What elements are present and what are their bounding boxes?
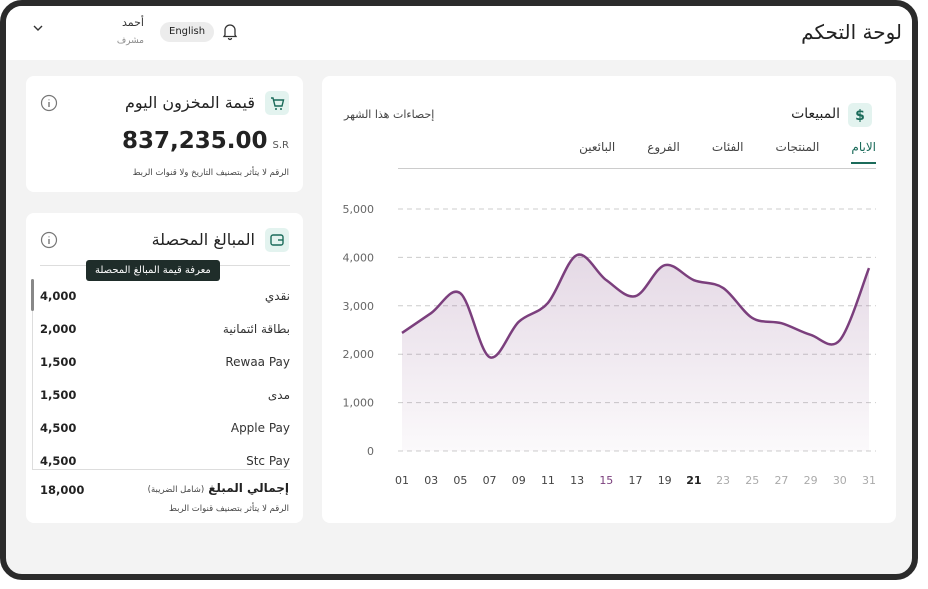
x-tick-label: 23 xyxy=(716,474,730,487)
row-amount: 2,000 xyxy=(40,321,77,336)
scroll-thumb[interactable] xyxy=(31,279,34,311)
inventory-value-row: 837,235.00 S.R xyxy=(122,128,289,154)
row-label: Stc Pay xyxy=(246,453,290,468)
collected-row: 2,000 بطاقة ائتمانية xyxy=(40,312,290,345)
total-amount: 18,000 xyxy=(40,483,85,497)
sales-title: المبيعات xyxy=(791,106,840,122)
row-label: Rewaa Pay xyxy=(225,354,290,369)
tabs: الايام المنتجات الفئات الفروع البائعين xyxy=(579,140,876,164)
wallet-icon xyxy=(265,228,289,252)
x-tick-label: 31 xyxy=(862,474,876,487)
inventory-card: قيمة المخزون اليوم 837,235.00 S.R الرقم … xyxy=(26,76,303,192)
notification-bell[interactable] xyxy=(220,21,240,41)
collected-row: 1,500 مدى xyxy=(40,378,290,411)
y-tick-label: 1,000 xyxy=(343,397,375,410)
collected-title: المبالغ المحصلة xyxy=(151,230,255,249)
inventory-title: قيمة المخزون اليوم xyxy=(125,93,255,112)
tabs-underline xyxy=(398,168,876,169)
collected-row: 4,500 Apple Pay xyxy=(40,411,290,444)
row-amount: 4,000 xyxy=(40,288,77,303)
tab[interactable]: الفروع xyxy=(647,140,680,154)
row-amount: 1,500 xyxy=(40,387,77,402)
collected-note: الرقم لا يتأثر بتصنيف قنوات الربط xyxy=(169,504,289,514)
info-icon[interactable] xyxy=(40,231,58,249)
y-tick-label: 4,000 xyxy=(343,251,375,264)
sales-subtitle: إحصاءات هذا الشهر xyxy=(344,108,435,121)
row-label: نقدي xyxy=(264,288,290,303)
x-tick-label: 17 xyxy=(629,474,643,487)
x-tick-label: 13 xyxy=(570,474,584,487)
x-tick-label: 19 xyxy=(658,474,672,487)
x-tick-label: 03 xyxy=(424,474,438,487)
page-title: لوحة التحكم xyxy=(801,20,902,44)
tab[interactable]: الايام xyxy=(851,140,876,164)
row-label: مدى xyxy=(267,387,290,402)
x-tick-label: 15 xyxy=(599,474,613,487)
x-tick-label: 07 xyxy=(483,474,497,487)
x-tick-label: 30 xyxy=(833,474,847,487)
collected-rows: 4,000 نقدي 2,000 بطاقة ائتمانية 1,500 Rewaa P… xyxy=(40,279,290,477)
total-label-row: إجمالي المبلغ (شامل الضريبة) xyxy=(148,481,289,495)
svg-text:$: $ xyxy=(855,108,865,124)
inventory-value: 837,235.00 xyxy=(122,128,268,154)
total-label: إجمالي المبلغ xyxy=(208,481,289,495)
y-tick-label: 5,000 xyxy=(343,203,375,216)
y-tick-label: 0 xyxy=(367,445,374,458)
user-name: أحمد xyxy=(122,16,144,29)
language-button[interactable]: English xyxy=(160,22,215,42)
area xyxy=(402,254,869,451)
collected-row: 4,000 نقدي xyxy=(40,279,290,312)
tab[interactable]: البائعين xyxy=(579,140,616,154)
x-tick-label: 09 xyxy=(512,474,526,487)
x-tick-label: 29 xyxy=(804,474,818,487)
user-menu-chevron[interactable] xyxy=(32,22,44,34)
x-tick-label: 11 xyxy=(541,474,555,487)
inventory-note: الرقم لا يتأثر بتصنيف التاريخ ولا قنوات … xyxy=(132,168,289,178)
row-amount: 1,500 xyxy=(40,354,77,369)
row-amount: 4,500 xyxy=(40,453,77,468)
x-tick-label: 01 xyxy=(395,474,409,487)
inventory-currency: S.R xyxy=(272,140,289,151)
x-tick-label: 21 xyxy=(686,474,701,487)
row-amount: 4,500 xyxy=(40,420,77,435)
top-bar: لوحة التحكم أحمد مشرف English xyxy=(6,6,912,60)
y-tick-label: 3,000 xyxy=(343,300,375,313)
tooltip: معرفة قيمة المبالغ المحصلة xyxy=(86,260,220,281)
collected-card: المبالغ المحصلة معرفة قيمة المبالغ المحص… xyxy=(26,213,303,523)
tab[interactable]: الفئات xyxy=(711,140,744,154)
x-tick-label: 25 xyxy=(745,474,759,487)
row-label: Apple Pay xyxy=(230,420,290,435)
line xyxy=(401,253,871,359)
row-label: بطاقة ائتمانية xyxy=(222,321,290,336)
x-tick-label: 27 xyxy=(774,474,788,487)
collected-row: 1,500 Rewaa Pay xyxy=(40,345,290,378)
x-tick-label: 05 xyxy=(453,474,467,487)
user-role: مشرف xyxy=(116,36,144,46)
collected-row: 4,500 Stc Pay xyxy=(40,444,290,477)
divider xyxy=(32,469,290,470)
y-tick-label: 2,000 xyxy=(343,348,375,361)
cart-icon xyxy=(265,91,289,115)
dollar-icon: $ xyxy=(848,103,872,127)
info-icon[interactable] xyxy=(40,94,58,112)
scroll-track xyxy=(32,279,33,469)
tab[interactable]: المنتجات xyxy=(775,140,820,154)
total-qualifier: (شامل الضريبة) xyxy=(147,485,205,495)
